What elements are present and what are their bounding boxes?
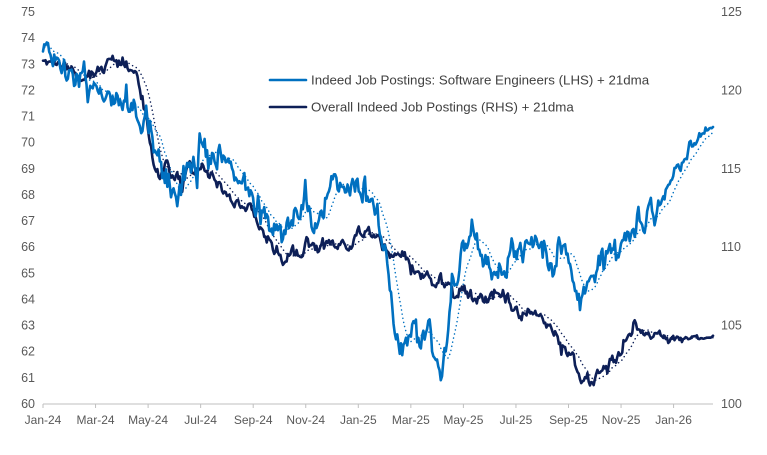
svg-text:Indeed Job Postings: Software: Indeed Job Postings: Software Engineers … [311,73,650,88]
svg-text:Jan-26: Jan-26 [655,413,692,427]
svg-text:62: 62 [21,345,35,359]
svg-text:Nov-25: Nov-25 [602,413,641,427]
svg-text:May-25: May-25 [443,413,483,427]
svg-text:Nov-24: Nov-24 [286,413,325,427]
svg-text:70: 70 [21,136,35,150]
svg-text:115: 115 [721,162,741,176]
svg-text:63: 63 [21,319,35,333]
svg-text:Jul-24: Jul-24 [184,413,217,427]
svg-text:Overall Indeed Job Postings (R: Overall Indeed Job Postings (RHS) + 21dm… [311,100,574,115]
svg-text:110: 110 [721,240,741,254]
svg-text:73: 73 [21,57,35,71]
svg-text:69: 69 [21,162,35,176]
svg-text:Sep-24: Sep-24 [234,413,273,427]
svg-text:Jul-25: Jul-25 [500,413,533,427]
svg-text:65: 65 [21,266,35,280]
svg-text:100: 100 [721,397,742,411]
svg-text:72: 72 [21,83,35,97]
svg-text:Jan-24: Jan-24 [25,413,62,427]
svg-text:Jan-25: Jan-25 [340,413,377,427]
svg-text:60: 60 [21,397,35,411]
svg-text:Mar-25: Mar-25 [392,413,430,427]
svg-text:125: 125 [721,5,742,19]
svg-text:71: 71 [21,110,35,124]
svg-text:105: 105 [721,319,742,333]
svg-text:74: 74 [21,31,35,45]
svg-text:68: 68 [21,188,35,202]
svg-text:75: 75 [21,5,35,19]
svg-text:Sep-25: Sep-25 [549,413,588,427]
svg-text:64: 64 [21,292,35,306]
svg-text:120: 120 [721,83,742,97]
svg-text:66: 66 [21,240,35,254]
svg-text:61: 61 [21,371,35,385]
svg-text:67: 67 [21,214,35,228]
svg-text:Mar-24: Mar-24 [77,413,115,427]
svg-text:May-24: May-24 [128,413,168,427]
